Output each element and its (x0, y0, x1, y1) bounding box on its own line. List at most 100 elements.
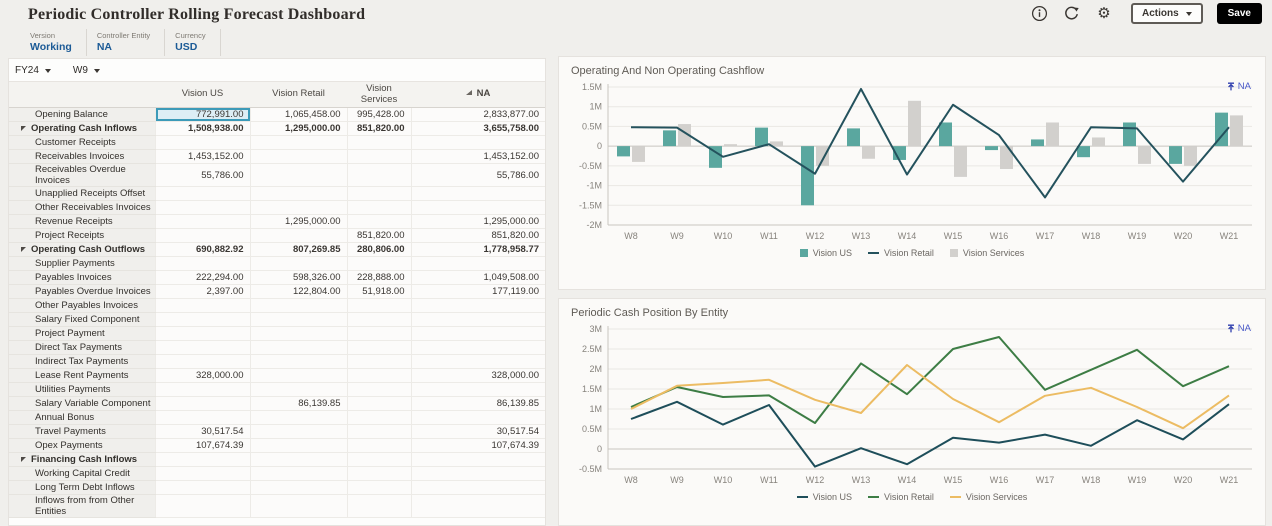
row-header[interactable]: Opening Balance (9, 107, 155, 122)
grid-cell[interactable] (249, 466, 347, 481)
grid-cell[interactable] (154, 452, 250, 467)
grid-cell[interactable] (346, 424, 411, 439)
grid-cell[interactable]: 851,820.00 (346, 228, 411, 243)
grid-cell[interactable] (410, 200, 545, 215)
collapse-icon[interactable] (21, 457, 26, 462)
grid-cell[interactable]: 1,295,000.00 (249, 214, 347, 229)
drill-up-link[interactable]: NA (1227, 81, 1251, 92)
grid-cell[interactable] (154, 396, 250, 411)
grid-cell[interactable] (346, 149, 411, 164)
cash-position-line-chart[interactable]: 3M 2.5M 2M 1.5M 1M 0.5M 0 -0.5M W8 W9 W10 W11 W12 W13… (562, 321, 1262, 491)
grid-cell[interactable]: 222,294.00 (154, 270, 250, 285)
grid-cell[interactable] (154, 214, 250, 229)
grid-cell[interactable] (410, 410, 545, 425)
grid-cell[interactable] (346, 186, 411, 201)
grid-cell[interactable]: 280,806.00 (346, 242, 411, 257)
grid-cell[interactable]: 328,000.00 (410, 368, 545, 383)
grid-cell[interactable]: 55,786.00 (154, 163, 250, 187)
row-header[interactable]: Payables Invoices (9, 270, 155, 285)
grid-cell[interactable] (249, 149, 347, 164)
grid-cell[interactable] (410, 480, 545, 495)
grid-cell[interactable] (346, 326, 411, 341)
grid-cell[interactable] (346, 382, 411, 397)
grid-cell[interactable]: 107,674.39 (410, 438, 545, 453)
grid-cell[interactable] (154, 480, 250, 495)
grid-cell[interactable] (154, 466, 250, 481)
grid-cell[interactable] (346, 466, 411, 481)
grid-cell[interactable]: 3,655,758.00 (410, 121, 545, 136)
grid-cell[interactable] (346, 354, 411, 369)
row-header[interactable]: Revenue Receipts (9, 214, 155, 229)
grid-cell[interactable] (249, 452, 347, 467)
row-header[interactable]: Direct Tax Payments (9, 340, 155, 355)
grid-cell[interactable] (154, 354, 250, 369)
legend-item[interactable]: Vision Services (949, 248, 1024, 258)
grid-cell[interactable] (154, 256, 250, 271)
drill-up-link[interactable]: NA (1227, 323, 1251, 334)
grid-cell[interactable] (346, 340, 411, 355)
grid-cell[interactable] (346, 368, 411, 383)
grid-cell[interactable]: 598,326.00 (249, 270, 347, 285)
grid-cell[interactable]: 86,139.85 (410, 396, 545, 411)
grid-cell[interactable] (249, 135, 347, 150)
grid-cell[interactable] (249, 256, 347, 271)
row-header[interactable]: Operating Cash Inflows (9, 121, 155, 136)
row-header[interactable]: Unapplied Receipts Offset (9, 186, 155, 201)
grid-cell[interactable] (410, 326, 545, 341)
grid-cell[interactable]: 690,882.92 (154, 242, 250, 257)
row-header[interactable]: Indirect Tax Payments (9, 354, 155, 369)
grid-cell[interactable]: 1,295,000.00 (249, 121, 347, 136)
grid-cell[interactable] (249, 312, 347, 327)
row-header[interactable]: Receivables Invoices (9, 149, 155, 164)
grid-cell[interactable]: 1,049,508.00 (410, 270, 545, 285)
legend-item[interactable]: Vision Services (949, 492, 1027, 502)
grid-cell[interactable] (154, 326, 250, 341)
grid-cell[interactable] (346, 410, 411, 425)
grid-cell[interactable]: 1,453,152.00 (410, 149, 545, 164)
info-icon[interactable] (1031, 5, 1049, 23)
grid-cell[interactable] (154, 186, 250, 201)
grid-cell[interactable] (410, 494, 545, 518)
grid-cell[interactable] (346, 396, 411, 411)
grid-cell[interactable]: 807,269.85 (249, 242, 347, 257)
grid-cell[interactable] (346, 200, 411, 215)
grid-cell[interactable] (249, 354, 347, 369)
grid-cell[interactable] (346, 163, 411, 187)
actions-button[interactable]: Actions (1130, 3, 1203, 24)
grid-cell[interactable] (410, 382, 545, 397)
grid-cell[interactable] (346, 480, 411, 495)
grid-cell[interactable]: 55,786.00 (410, 163, 545, 187)
row-header[interactable]: Working Capital Credit (9, 466, 155, 481)
grid-cell[interactable] (410, 452, 545, 467)
grid-cell[interactable]: 1,508,938.00 (154, 121, 250, 136)
grid-cell[interactable]: 30,517.54 (410, 424, 545, 439)
grid-cell[interactable] (154, 200, 250, 215)
grid-cell[interactable] (346, 452, 411, 467)
grid-cell[interactable] (249, 200, 347, 215)
grid-cell[interactable] (346, 312, 411, 327)
row-header[interactable]: Other Receivables Invoices (9, 200, 155, 215)
grid-cell[interactable] (154, 298, 250, 313)
grid-cell[interactable] (154, 340, 250, 355)
row-header[interactable]: Customer Receipts (9, 135, 155, 150)
grid-cell[interactable] (249, 424, 347, 439)
row-header[interactable]: Operating Cash Outflows (9, 242, 155, 257)
grid-cell[interactable] (346, 438, 411, 453)
grid-cell[interactable] (346, 256, 411, 271)
grid-cell[interactable] (410, 135, 545, 150)
grid-cell[interactable] (410, 354, 545, 369)
grid-cell[interactable] (410, 312, 545, 327)
grid-cell[interactable]: 772,991.00 (154, 107, 250, 122)
grid-cell[interactable] (249, 494, 347, 518)
row-header[interactable]: Project Receipts (9, 228, 155, 243)
grid-cell[interactable] (346, 135, 411, 150)
row-header[interactable]: Salary Fixed Component (9, 312, 155, 327)
row-header[interactable]: Inflows from from Other Entities (9, 494, 155, 518)
pov-item-currency[interactable]: Currency USD (165, 29, 221, 56)
grid-cell[interactable] (346, 494, 411, 518)
grid-cell[interactable]: 2,833,877.00 (410, 107, 545, 122)
collapse-icon[interactable] (21, 247, 26, 252)
grid-cell[interactable] (249, 186, 347, 201)
column-header-vision-services[interactable]: Vision Services (347, 81, 411, 108)
column-header-vision-us[interactable]: Vision US (155, 81, 250, 108)
